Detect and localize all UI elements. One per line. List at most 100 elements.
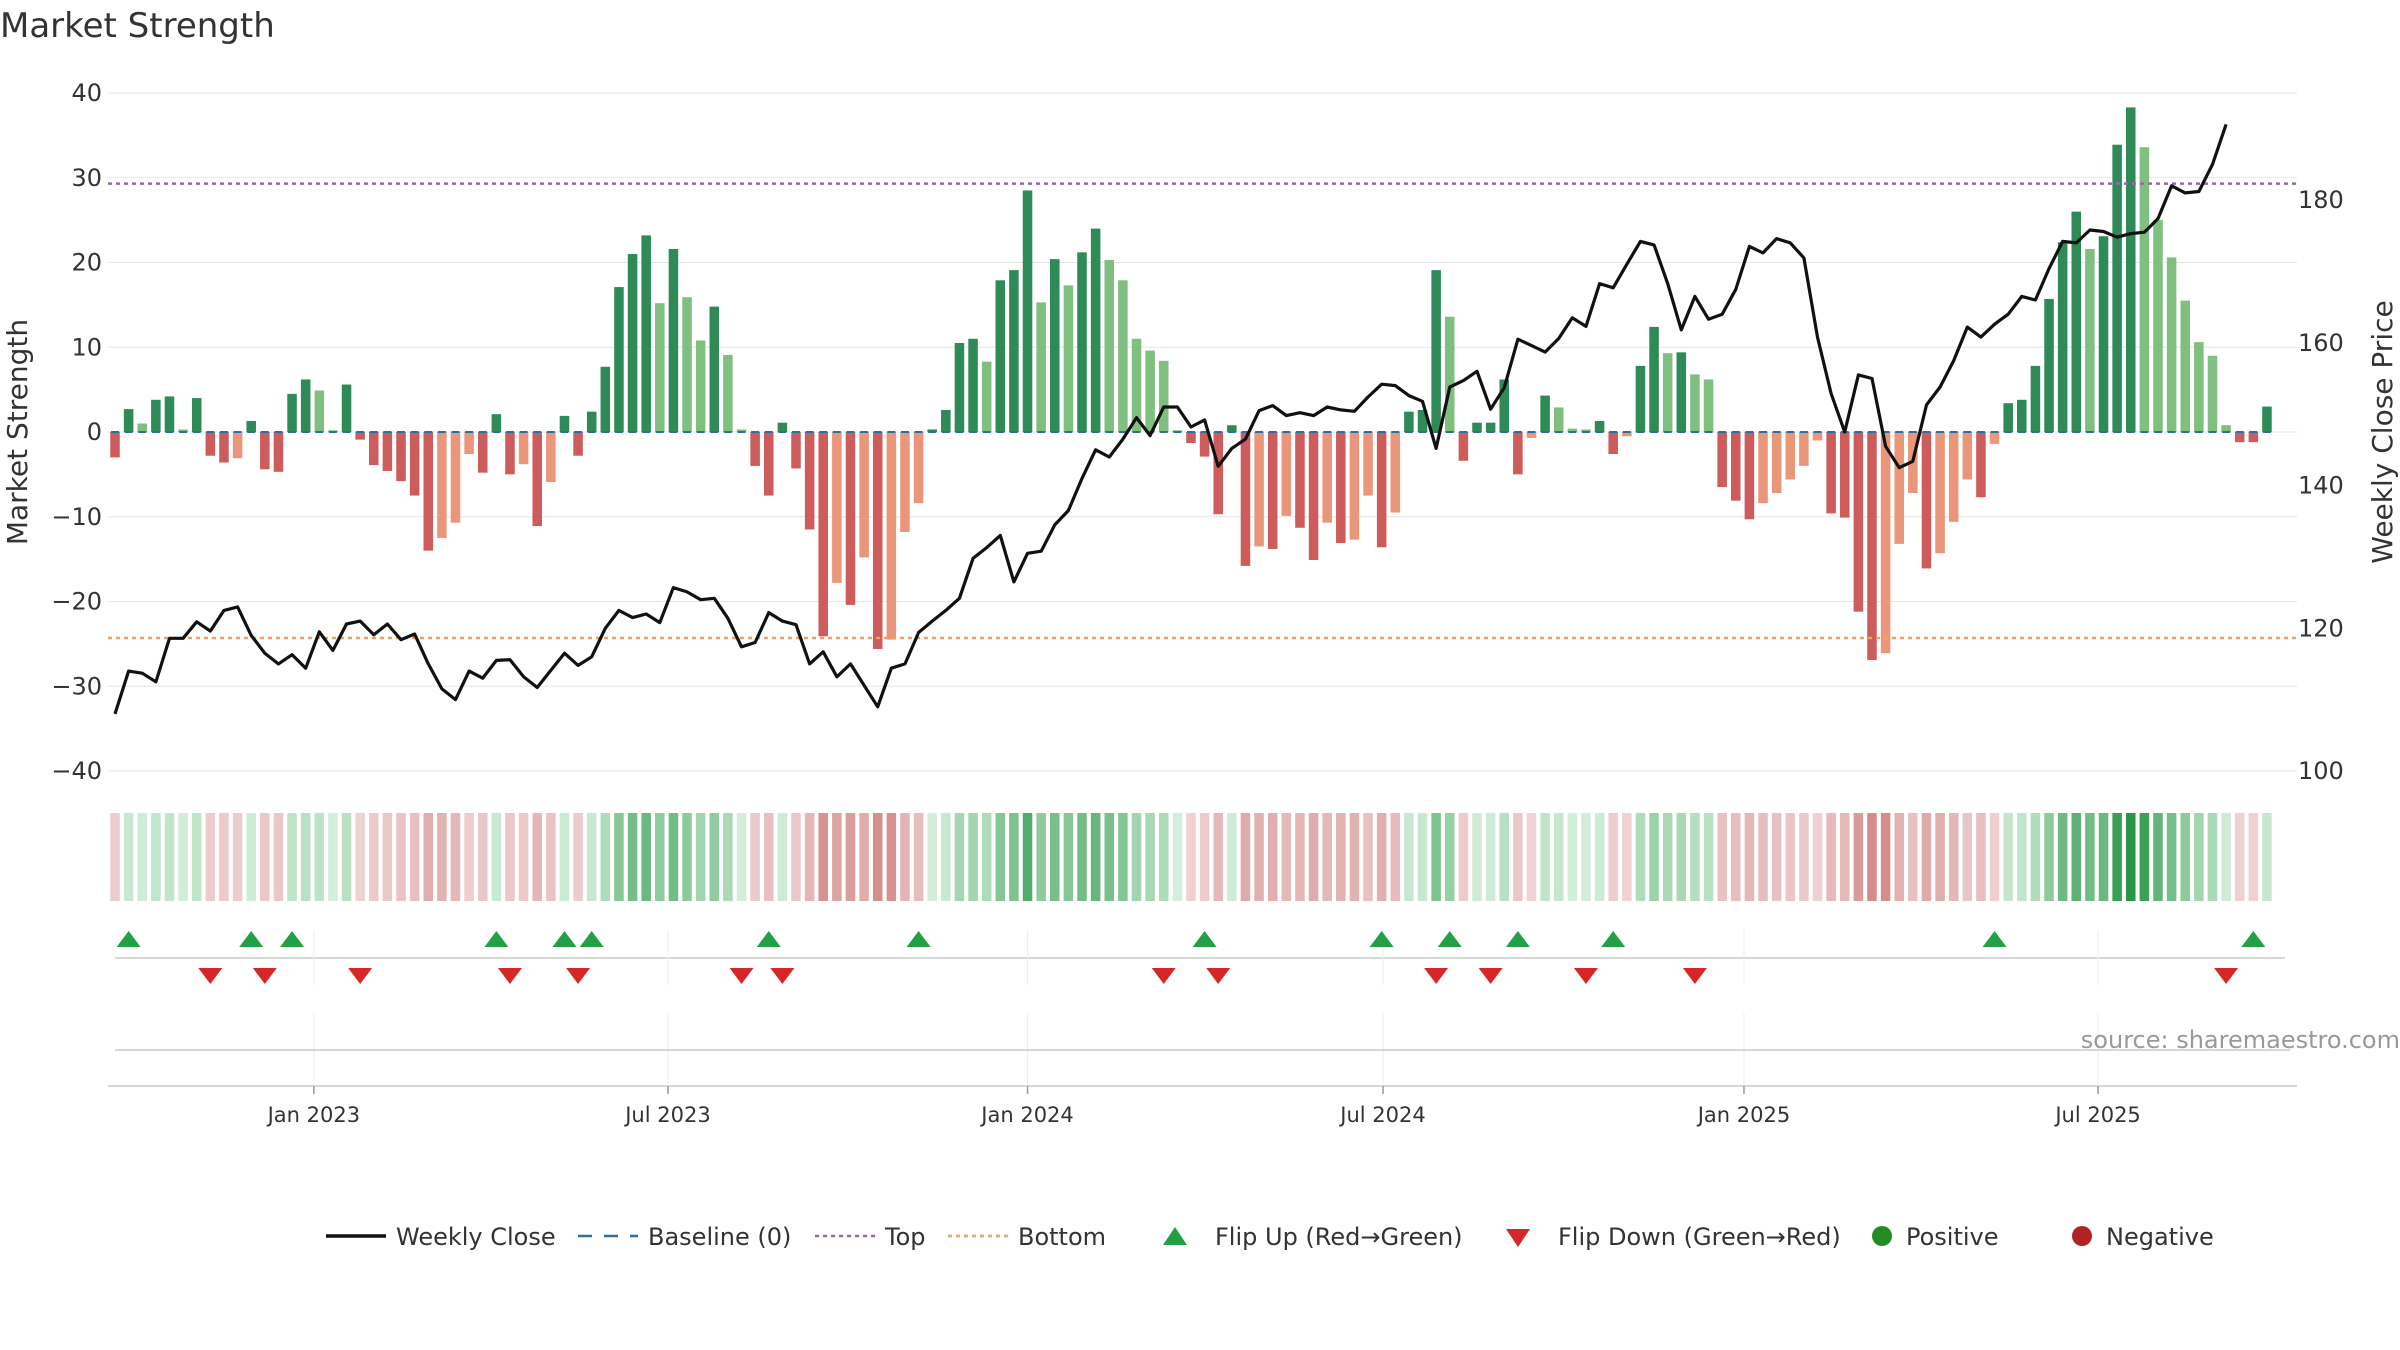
strength-bar — [1608, 432, 1618, 455]
strength-bar — [491, 414, 502, 432]
legend-label: Flip Up (Red→Green) — [1215, 1223, 1463, 1251]
strip-cell — [1363, 813, 1373, 901]
strip-cell — [573, 813, 583, 901]
strength-bar — [2030, 365, 2041, 432]
chart-title: Market Strength — [0, 6, 275, 46]
flip-down-marker — [348, 968, 373, 984]
strength-bar — [1472, 422, 1482, 432]
strength-bar — [709, 306, 720, 432]
strength-bar — [355, 432, 365, 440]
strip-cell — [1744, 813, 1755, 901]
x-tick-label: Jul 2024 — [1338, 1103, 1425, 1127]
strength-bar — [260, 432, 270, 470]
strength-bar — [1526, 432, 1537, 438]
strength-bar — [1649, 326, 1659, 432]
strength-bar — [2234, 432, 2245, 443]
strip-cell — [450, 813, 461, 901]
strength-bar — [1662, 353, 1673, 432]
strength-bar — [1131, 338, 1142, 432]
strip-cell — [1077, 813, 1087, 901]
strength-bar — [2139, 147, 2150, 433]
strength-bar — [736, 429, 747, 432]
strip-cell — [1513, 813, 1523, 901]
strength-bar — [1417, 409, 1428, 432]
strength-bar — [123, 409, 134, 432]
right-tick-label: 100 — [2298, 757, 2344, 785]
strength-bar — [505, 432, 515, 475]
strip-cell — [1376, 813, 1387, 901]
legend-swatch-circle — [2072, 1226, 2092, 1246]
strip-cell — [396, 813, 406, 901]
left-tick-label: 0 — [87, 418, 102, 446]
strip-cell — [913, 813, 924, 901]
flip-down-marker — [566, 968, 591, 984]
strength-bar — [232, 432, 243, 459]
x-tick-label: Jul 2025 — [2053, 1103, 2140, 1127]
strength-bar — [2221, 425, 2231, 432]
strip-cell — [1458, 813, 1469, 901]
strip-cell — [2071, 813, 2082, 901]
strength-bar — [2194, 342, 2204, 432]
right-tick-label: 180 — [2298, 186, 2344, 214]
strength-bar — [2098, 236, 2109, 432]
strength-bar — [1281, 432, 1292, 516]
strength-bar — [1349, 432, 1360, 540]
strength-bar — [1090, 228, 1101, 432]
strength-bar — [1485, 422, 1496, 432]
strip-cell — [927, 813, 937, 901]
strip-cell — [1009, 813, 1019, 901]
strength-bar — [1158, 360, 1169, 432]
strength-bar — [777, 422, 788, 432]
strip-cell — [559, 813, 570, 901]
strength-bar — [1295, 432, 1305, 528]
strength-bar — [1989, 432, 2000, 444]
strength-bar — [818, 432, 829, 637]
flip-markers — [116, 931, 2266, 984]
strip-cell — [995, 813, 1006, 901]
strength-bar — [178, 429, 188, 432]
strength-bar — [1976, 432, 1986, 498]
strength-bar — [1254, 432, 1264, 547]
strip-cell — [1785, 813, 1796, 901]
strength-bar — [1935, 432, 1945, 554]
right-tick-label: 160 — [2298, 329, 2344, 357]
strength-bar — [287, 393, 297, 432]
strip-cell — [600, 813, 611, 901]
flip-up-marker — [280, 931, 305, 947]
strip-cell — [1853, 813, 1864, 901]
strip-cell — [2125, 813, 2136, 901]
strength-bar — [1826, 432, 1836, 514]
strength-bar — [1799, 432, 1809, 466]
left-tick-label: 20 — [71, 249, 102, 277]
strip-cell — [1444, 813, 1455, 901]
strength-bar — [1853, 432, 1864, 612]
strip-cell — [1717, 813, 1727, 901]
strength-bar — [2262, 406, 2272, 432]
strength-bar — [859, 432, 869, 558]
strip-cell — [1635, 813, 1646, 901]
strip-cell — [886, 813, 897, 901]
strength-bar — [1213, 432, 1223, 515]
strip-cell — [818, 813, 829, 901]
strength-bar — [300, 379, 311, 432]
strip-cell — [723, 813, 733, 901]
strength-bar — [314, 390, 325, 432]
strength-bar — [1731, 432, 1741, 501]
strip-cell — [641, 813, 651, 901]
strength-bar — [1336, 432, 1346, 544]
strength-bar — [1690, 374, 1700, 432]
strength-bar — [1199, 432, 1210, 457]
strength-bar — [1036, 302, 1046, 432]
strip-cell — [219, 813, 229, 901]
strength-bar — [409, 432, 420, 496]
strip-cell — [1894, 813, 1904, 901]
strip-cell — [164, 813, 175, 901]
x-tick-label: Jul 2023 — [623, 1103, 710, 1127]
strength-bar — [641, 235, 651, 432]
strip-cell — [110, 813, 120, 901]
strip-cell — [1104, 813, 1115, 901]
strength-bar — [532, 432, 542, 527]
strength-bar — [437, 432, 447, 538]
strip-cell — [1295, 813, 1305, 901]
strength-bar — [518, 432, 529, 465]
